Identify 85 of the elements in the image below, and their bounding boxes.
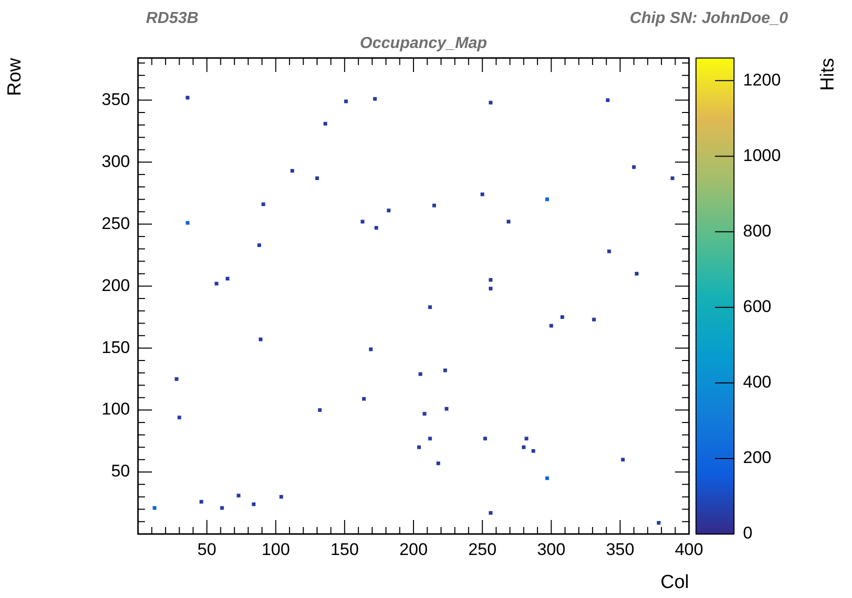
point — [417, 445, 421, 450]
point — [532, 449, 536, 453]
point — [607, 250, 611, 254]
point — [621, 458, 625, 462]
point — [488, 100, 492, 104]
x-tick-label: 200 — [399, 540, 428, 559]
color-bar-label: 0 — [743, 524, 752, 543]
point — [362, 397, 366, 401]
x-tick-label: 250 — [468, 540, 497, 559]
point — [545, 476, 549, 480]
point — [549, 324, 554, 328]
point — [200, 500, 204, 504]
text: Chip SN: JohnDoe_0 — [630, 10, 788, 27]
point — [252, 502, 256, 506]
point — [344, 100, 348, 104]
y-tick-label: 50 — [111, 462, 130, 481]
point — [436, 462, 440, 466]
point — [186, 96, 190, 100]
point — [524, 436, 528, 440]
color-bar-title: Hits — [818, 58, 839, 91]
point — [488, 286, 492, 290]
y-tick-label: 150 — [102, 338, 130, 357]
point — [522, 445, 526, 450]
point — [386, 208, 391, 212]
point — [483, 436, 487, 440]
x-tick-label: 400 — [674, 540, 704, 559]
point — [174, 377, 178, 381]
point — [360, 220, 364, 224]
point — [418, 372, 422, 376]
point — [592, 318, 596, 322]
y-tick-label: 250 — [102, 214, 130, 233]
point — [632, 165, 636, 169]
color-bar-label: 600 — [743, 297, 772, 316]
point — [152, 506, 156, 510]
point — [226, 276, 230, 280]
point — [290, 168, 294, 173]
color-bar-label: 800 — [743, 221, 772, 240]
point — [220, 506, 224, 510]
point — [488, 511, 492, 515]
x-tick-label: 350 — [606, 540, 634, 559]
point — [177, 416, 182, 420]
y-tick-label: 300 — [102, 152, 130, 171]
point — [488, 278, 492, 282]
x-axis-title: Col — [660, 572, 689, 593]
point — [262, 202, 266, 206]
color-bar-label: 1000 — [743, 146, 781, 165]
point — [422, 412, 426, 416]
point — [443, 368, 448, 372]
point — [236, 494, 240, 498]
point — [279, 494, 284, 499]
y-axis-title: Row — [4, 58, 26, 96]
point — [656, 521, 661, 525]
point — [670, 176, 674, 180]
point — [634, 272, 638, 276]
x-tick-label: 150 — [330, 540, 359, 559]
point — [506, 220, 510, 224]
point — [545, 197, 549, 202]
y-tick-label: 100 — [102, 400, 130, 419]
point — [186, 221, 190, 225]
x-tick-label: 100 — [262, 540, 290, 559]
chart-title: Occupancy_Map — [360, 35, 488, 52]
point — [444, 406, 448, 411]
color-bar-label: 400 — [743, 372, 772, 392]
point — [324, 122, 328, 126]
color-bar-label: 1200 — [743, 70, 781, 90]
text: RD53B — [146, 10, 198, 27]
point — [257, 243, 262, 248]
point — [258, 338, 262, 342]
x-tick-label: 300 — [537, 540, 566, 559]
point — [214, 282, 218, 286]
point — [315, 176, 319, 180]
point — [606, 98, 610, 102]
color-bar-label: 200 — [743, 448, 772, 468]
point — [428, 305, 432, 309]
point — [560, 315, 564, 319]
x-tick-label: 50 — [197, 540, 216, 559]
point — [373, 97, 377, 101]
y-tick-label: 200 — [102, 276, 130, 295]
point — [428, 436, 432, 440]
point — [318, 408, 322, 412]
point — [480, 192, 484, 196]
point — [368, 347, 373, 352]
point — [374, 226, 378, 230]
point — [432, 204, 436, 208]
y-tick-label: 350 — [102, 90, 130, 109]
